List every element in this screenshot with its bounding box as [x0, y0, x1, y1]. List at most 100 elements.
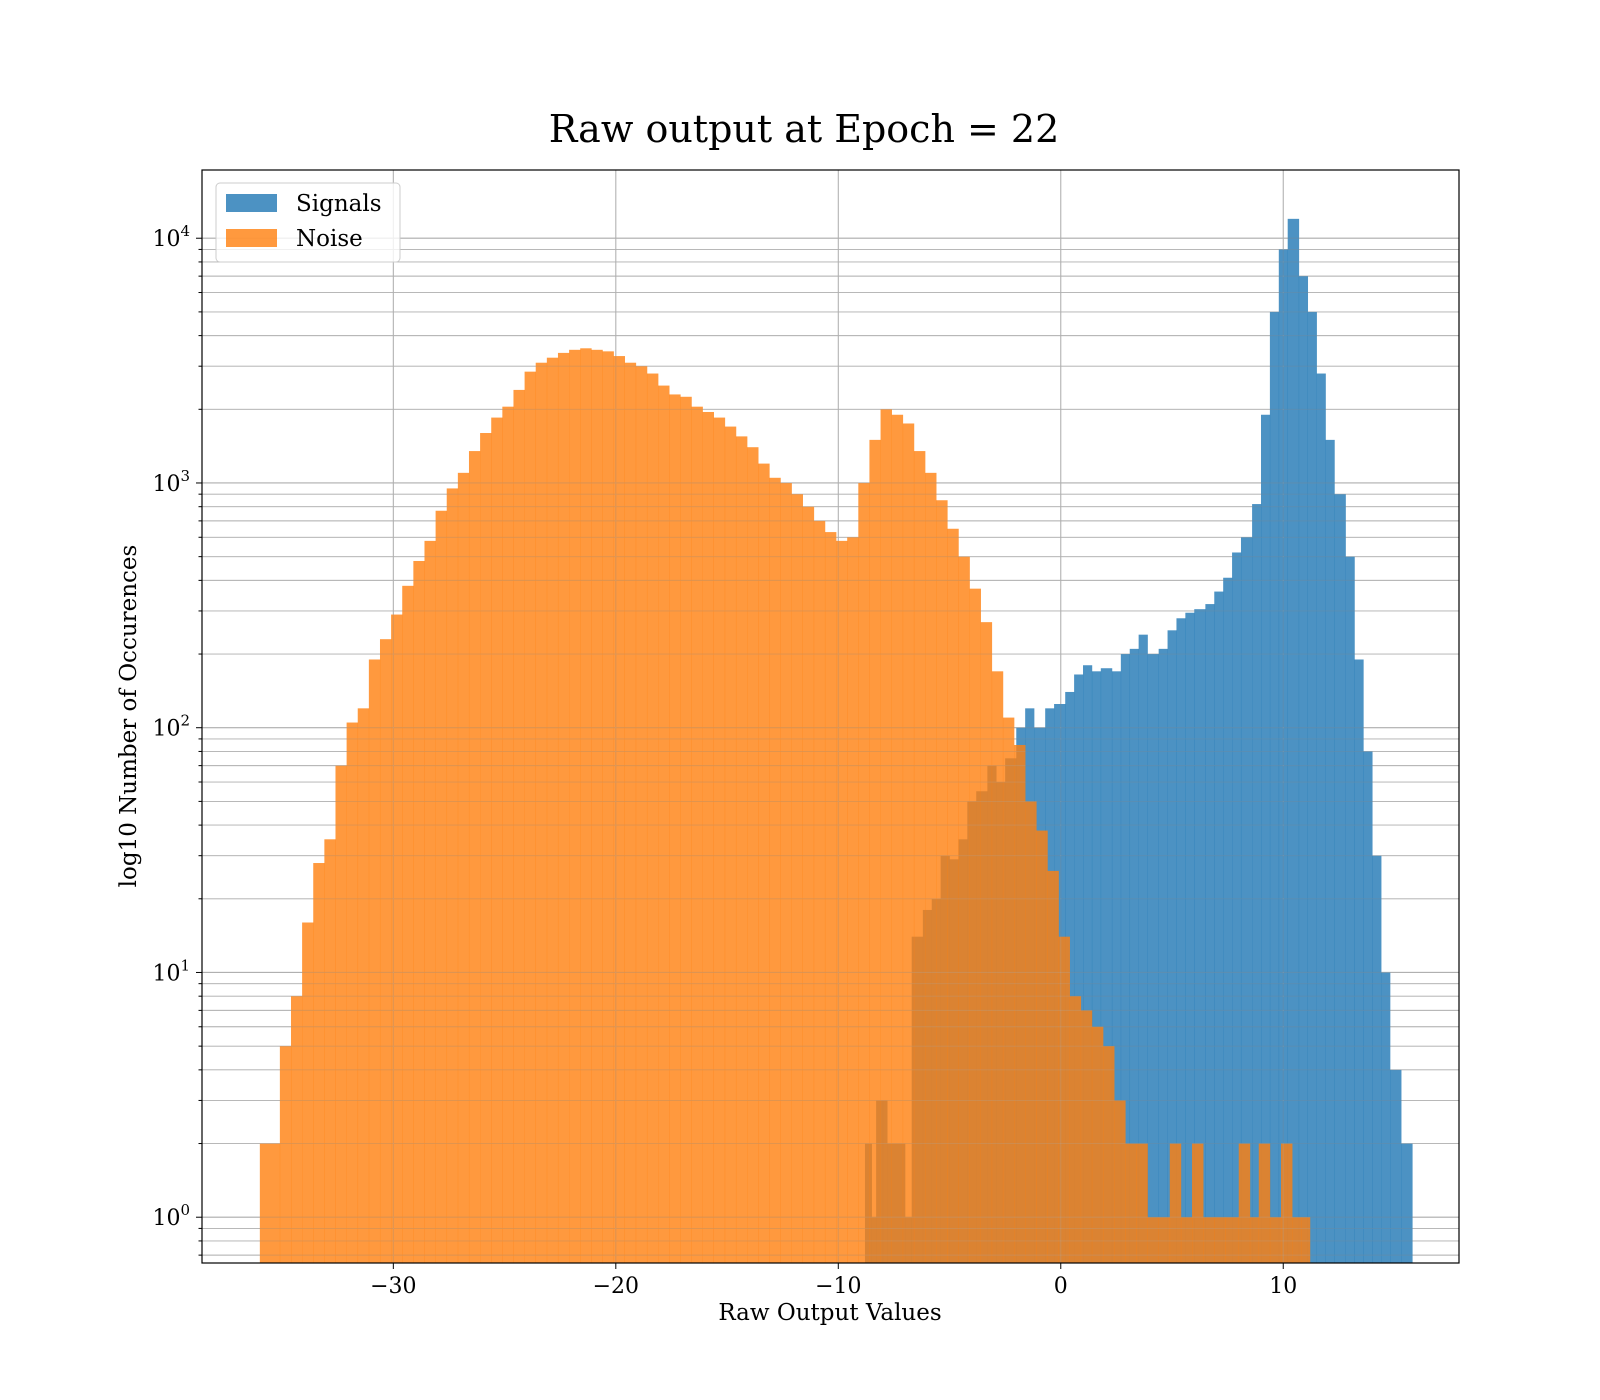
bar-noise [1225, 1217, 1240, 1263]
bar-noise [435, 510, 448, 1263]
bar-noise [1269, 1217, 1282, 1263]
legend-swatch-signals [226, 194, 277, 212]
bar-noise [780, 482, 792, 1263]
x-axis-ticks: −30 −20 −10 0 10 [370, 1263, 1297, 1299]
bar-signals [1214, 591, 1224, 1263]
bar-noise [346, 722, 359, 1263]
bar-noise [524, 371, 537, 1263]
bar-noise [658, 385, 670, 1263]
bar-noise [646, 373, 659, 1263]
chart-title: Raw output at Epoch = 22 [549, 107, 1060, 151]
y-tick-label: 100 [152, 1201, 190, 1231]
bar-signals [1091, 671, 1102, 1263]
bar-noise [869, 439, 881, 1263]
bar-noise [1214, 1217, 1226, 1263]
bar-signals [1240, 537, 1253, 1263]
bar-noise [302, 922, 314, 1263]
bar-noise [502, 406, 514, 1263]
bar-noise [947, 528, 959, 1263]
bar-signals [1345, 556, 1355, 1263]
bar-noise [1036, 830, 1048, 1263]
bar-signals [1232, 552, 1242, 1263]
x-tick-label: −20 [593, 1274, 639, 1299]
bar-signals [1372, 855, 1382, 1263]
bar-signals [1167, 630, 1177, 1263]
bar-noise [769, 477, 781, 1263]
bar-noise [1192, 1143, 1204, 1263]
bar-noise [713, 417, 726, 1263]
gridlines-overlay [202, 170, 1459, 1263]
bar-signals [1223, 577, 1233, 1263]
bar-noise [335, 765, 347, 1263]
bar-noise [635, 366, 648, 1263]
bar-noise [891, 414, 904, 1263]
bar-noise [1203, 1217, 1215, 1263]
bar-signals [1205, 604, 1215, 1263]
bar-signals [1287, 218, 1300, 1263]
bar-noise [902, 423, 915, 1263]
bar-noise [1125, 1143, 1137, 1263]
bar-noise [290, 996, 303, 1263]
bar-noise [1301, 1217, 1311, 1263]
bar-noise [379, 639, 392, 1263]
bar-noise [1114, 1100, 1126, 1263]
bar-noise [980, 622, 993, 1263]
legend: Signals Noise [215, 182, 401, 263]
plot-frame [201, 169, 1460, 1264]
x-tick-label: −30 [370, 1274, 416, 1299]
bar-noise [424, 540, 436, 1263]
bar-noise [480, 433, 492, 1263]
bar-noise [1058, 936, 1070, 1263]
bar-signals [1260, 414, 1271, 1263]
bar-noise [880, 409, 892, 1263]
bar-noise [1238, 1143, 1251, 1263]
bar-signals [1401, 1143, 1413, 1263]
bar-noise [468, 451, 481, 1263]
bar-noise [702, 411, 714, 1263]
bar-signals [1334, 494, 1346, 1263]
bar-signals [1129, 648, 1139, 1263]
bar-noise [513, 389, 525, 1263]
bar-noise [591, 349, 603, 1263]
bar-noise [747, 447, 759, 1263]
y-tick-label: 102 [152, 712, 190, 742]
x-tick-label: 0 [1054, 1274, 1068, 1299]
bar-noise [368, 659, 381, 1263]
bar-signals [1185, 612, 1195, 1263]
bar-noise [535, 362, 548, 1263]
bar-signals [1176, 618, 1186, 1263]
bar-noise [1281, 1143, 1293, 1263]
bar-noise [836, 540, 848, 1263]
bar-signals [1354, 659, 1364, 1263]
bar-noise [669, 394, 681, 1263]
bar-noise [969, 588, 981, 1263]
bar-noise [580, 348, 592, 1263]
bar-noise [936, 500, 948, 1263]
bar-signals [1298, 276, 1309, 1263]
bar-noise [1091, 1026, 1104, 1263]
histogram-bars [259, 218, 1413, 1263]
x-axis-label: Raw Output Values [718, 1300, 941, 1326]
legend-swatch-noise [226, 229, 277, 247]
bar-noise [624, 362, 637, 1263]
bar-noise [391, 614, 403, 1263]
bar-signals [1074, 674, 1084, 1263]
bar-signals [1147, 654, 1159, 1263]
bar-noise [313, 863, 325, 1263]
bar-noise [491, 417, 503, 1263]
bar-noise [1158, 1217, 1171, 1263]
series-noise [259, 348, 1311, 1263]
bar-signals [1158, 648, 1168, 1263]
legend-label-signals: Signals [296, 191, 382, 217]
bar-noise [813, 520, 826, 1263]
y-tick-label: 103 [152, 467, 190, 497]
bar-noise [824, 532, 837, 1263]
bar-noise [1258, 1143, 1271, 1263]
bar-signals [1120, 654, 1131, 1263]
bar-signals [1278, 249, 1288, 1263]
bar-noise [1047, 870, 1059, 1263]
bar-noise [279, 1046, 292, 1263]
bar-signals [1390, 1069, 1402, 1263]
bar-noise [1136, 1143, 1148, 1263]
